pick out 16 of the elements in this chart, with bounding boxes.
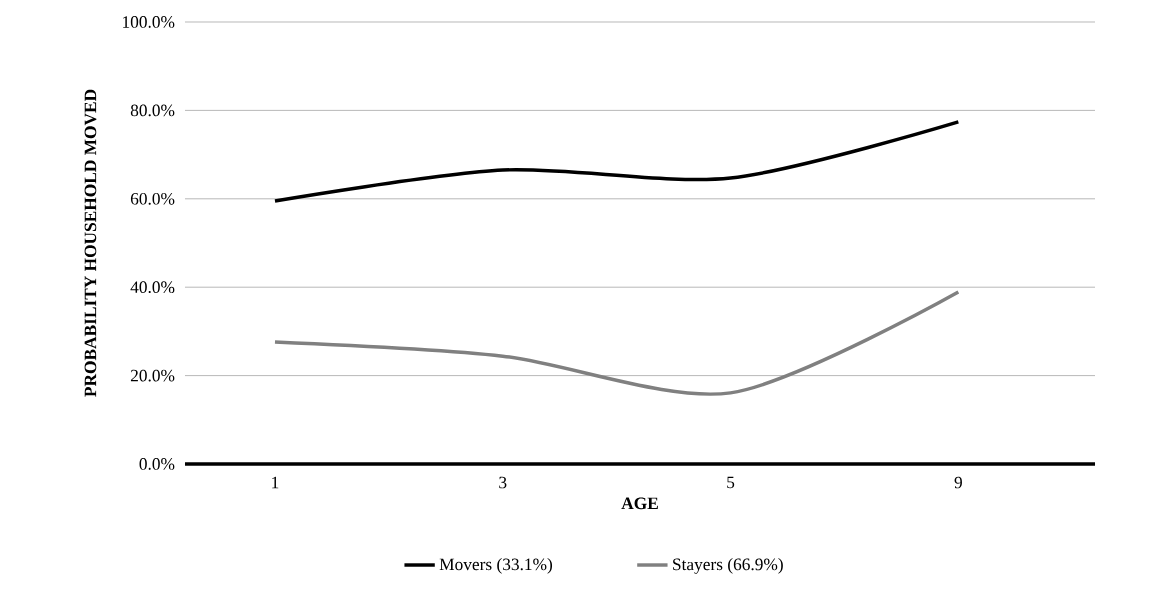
line-series bbox=[273, 290, 961, 396]
y-tick-label: 60.0% bbox=[130, 192, 175, 205]
legend-label: Movers (33.1%) bbox=[439, 558, 553, 574]
line-series bbox=[273, 120, 961, 203]
y-tick-label: 20.0% bbox=[130, 369, 175, 382]
y-axis-title: PROBABILITY HOUSEHOLD MOVED bbox=[84, 89, 97, 397]
y-tick-label: 0.0% bbox=[139, 458, 175, 470]
x-tick-label: 5 bbox=[727, 476, 735, 489]
y-tick-label: 100.0% bbox=[123, 16, 175, 28]
x-tick-label: 1 bbox=[272, 476, 279, 489]
legend-label: Stayers (66.9%) bbox=[673, 558, 783, 574]
x-axis-title: AGE bbox=[621, 497, 658, 510]
y-tick-label: 40.0% bbox=[130, 281, 175, 294]
x-tick-label: 9 bbox=[954, 476, 962, 489]
y-tick-label: 80.0% bbox=[130, 104, 175, 117]
x-tick-label: 3 bbox=[499, 476, 507, 489]
